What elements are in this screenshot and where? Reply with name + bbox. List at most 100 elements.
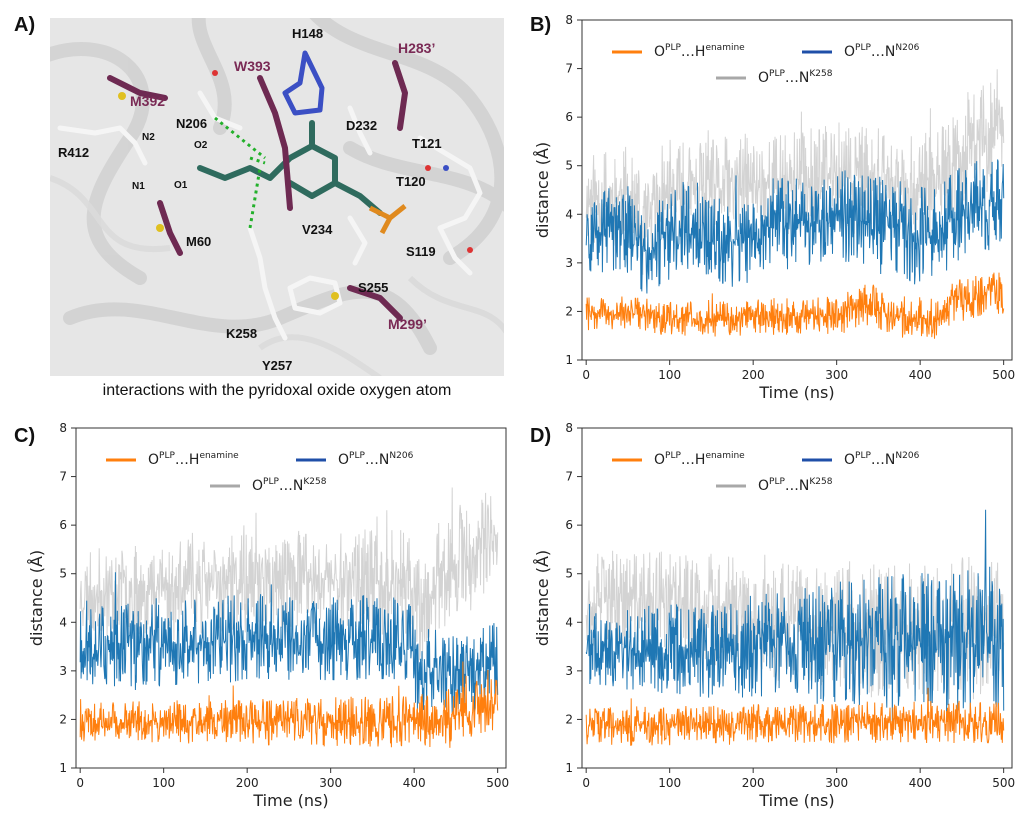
figure-caption: interactions with the pyridoxal oxide ox…	[102, 382, 452, 399]
y-tick-label: 7	[59, 470, 67, 484]
y-axis-label: distance (Å)	[533, 550, 552, 646]
y-tick-label: 3	[565, 256, 573, 270]
y-tick-label: 4	[565, 615, 573, 629]
x-tick-label: 200	[742, 368, 765, 382]
plot-area	[79, 487, 499, 748]
plot-area	[585, 69, 1005, 339]
panel-label-a: A)	[14, 14, 36, 36]
legend-label-k258: OPLP…NK258	[758, 477, 833, 494]
x-tick-label: 100	[152, 776, 175, 790]
residue-label: O2	[194, 140, 208, 151]
x-tick-label: 0	[582, 368, 590, 382]
residue-label: M392	[130, 93, 166, 109]
y-tick-label: 6	[565, 110, 573, 124]
y-tick-label: 6	[59, 518, 67, 532]
y-tick-label: 2	[565, 304, 573, 318]
x-tick-label: 0	[582, 776, 590, 790]
legend-label-k258: OPLP…NK258	[758, 69, 833, 86]
molecular-structure-image: H148 H283’ W393 M392 N206 D232 N2 R412 O…	[50, 18, 504, 376]
y-tick-label: 3	[59, 664, 67, 678]
x-tick-label: 200	[742, 776, 765, 790]
axes-frame	[581, 427, 1013, 769]
protein-backbone-illustration	[50, 18, 504, 376]
legend-label-n206: OPLP…NN206	[338, 451, 414, 468]
axes-frame	[75, 427, 507, 769]
residue-label: S255	[358, 280, 389, 295]
y-tick-label: 7	[565, 62, 573, 76]
y-tick-label: 7	[565, 470, 573, 484]
chart-panel-d: 1 2 3 4 5 6 7 8 0 100 200 300 400 500 Time (ns) distanc…	[520, 418, 1020, 818]
y-tick-label: 3	[565, 664, 573, 678]
y-tick-label: 1	[565, 761, 573, 775]
residue-label: M60	[186, 234, 212, 249]
residue-label: D232	[346, 118, 378, 133]
y-tick-label: 4	[59, 615, 67, 629]
axes-frame	[581, 19, 1013, 361]
residue-label: H148	[292, 26, 324, 41]
residue-label: H283’	[398, 40, 436, 56]
residue-label: N206	[176, 116, 208, 131]
y-tick-label: 1	[565, 353, 573, 367]
x-tick-label: 400	[909, 368, 932, 382]
chart-svg: 1 2 3 4 5 6 7 8 0 100 200 300 400 500 Time (ns) distanc…	[533, 13, 1015, 402]
residue-label: T121	[412, 136, 442, 151]
residue-label: N2	[142, 132, 155, 143]
y-axis-label: distance (Å)	[533, 142, 552, 238]
panel-label-d: D)	[530, 425, 552, 447]
x-tick-label: 400	[909, 776, 932, 790]
x-tick-label: 400	[403, 776, 426, 790]
legend-label-h-enamine: OPLP…Henamine	[148, 451, 239, 468]
series-line-n206	[585, 159, 1005, 294]
legend: OPLP…Henamine OPLP…NN206 OPLP…NK258	[612, 451, 920, 494]
x-tick-label: 300	[319, 776, 342, 790]
x-tick-label: 100	[658, 368, 681, 382]
y-tick-label: 8	[565, 421, 573, 435]
y-tick-label: 6	[565, 518, 573, 532]
x-tick-label: 500	[486, 776, 509, 790]
x-tick-label: 100	[658, 776, 681, 790]
x-tick-label: 500	[992, 368, 1015, 382]
residue-label: S119	[406, 244, 436, 259]
series-line-n206	[585, 509, 1005, 722]
x-tick-label: 200	[236, 776, 259, 790]
series-line-h_enamine	[585, 687, 1005, 746]
x-axis-label: Time (ns)	[758, 791, 834, 810]
series-line-h_enamine	[585, 272, 1005, 339]
residue-label: M299’	[388, 316, 427, 332]
x-tick-label: 300	[825, 776, 848, 790]
x-axis-label: Time (ns)	[252, 791, 328, 810]
x-tick-label: 0	[76, 776, 84, 790]
plot-area	[585, 509, 1005, 746]
y-tick-label: 8	[59, 421, 67, 435]
residue-label: R412	[58, 145, 90, 160]
y-tick-label: 2	[59, 712, 67, 726]
residue-label: T120	[396, 174, 426, 189]
y-tick-label: 5	[59, 567, 67, 581]
chart-svg: 1 2 3 4 5 6 7 8 0 100 200 300 400 500 Time (ns) distanc…	[27, 421, 509, 810]
y-tick-label: 8	[565, 13, 573, 27]
residue-label: V234	[302, 222, 333, 237]
panel-label-b: B)	[530, 14, 552, 36]
chart-panel-b: 1 2 3 4 5 6 7 8 0 100 200 300 400 500 Time (ns) distanc…	[520, 10, 1020, 410]
legend-label-h-enamine: OPLP…Henamine	[654, 451, 745, 468]
legend-label-n206: OPLP…NN206	[844, 43, 920, 60]
y-tick-label: 5	[565, 567, 573, 581]
residue-label: W393	[234, 58, 271, 74]
y-tick-label: 5	[565, 159, 573, 173]
residue-label: Y257	[262, 358, 293, 373]
x-axis-label: Time (ns)	[758, 383, 834, 402]
residue-label: O1	[174, 180, 188, 191]
x-tick-label: 500	[992, 776, 1015, 790]
x-tick-label: 300	[825, 368, 848, 382]
panel-label-c: C)	[14, 425, 36, 447]
y-axis-label: distance (Å)	[27, 550, 46, 646]
legend: OPLP…Henamine OPLP…NN206 OPLP…NK258	[612, 43, 920, 86]
legend-label-h-enamine: OPLP…Henamine	[654, 43, 745, 60]
y-tick-label: 1	[59, 761, 67, 775]
series-line-n206	[79, 572, 499, 714]
y-tick-label: 2	[565, 712, 573, 726]
chart-panel-c: 1 2 3 4 5 6 7 8 0 100 200 300 400 500 Time (ns) distanc…	[14, 418, 514, 818]
series-line-h_enamine	[79, 661, 499, 748]
legend-label-k258: OPLP…NK258	[252, 477, 327, 494]
chart-svg: 1 2 3 4 5 6 7 8 0 100 200 300 400 500 Time (ns) distanc…	[533, 421, 1015, 810]
